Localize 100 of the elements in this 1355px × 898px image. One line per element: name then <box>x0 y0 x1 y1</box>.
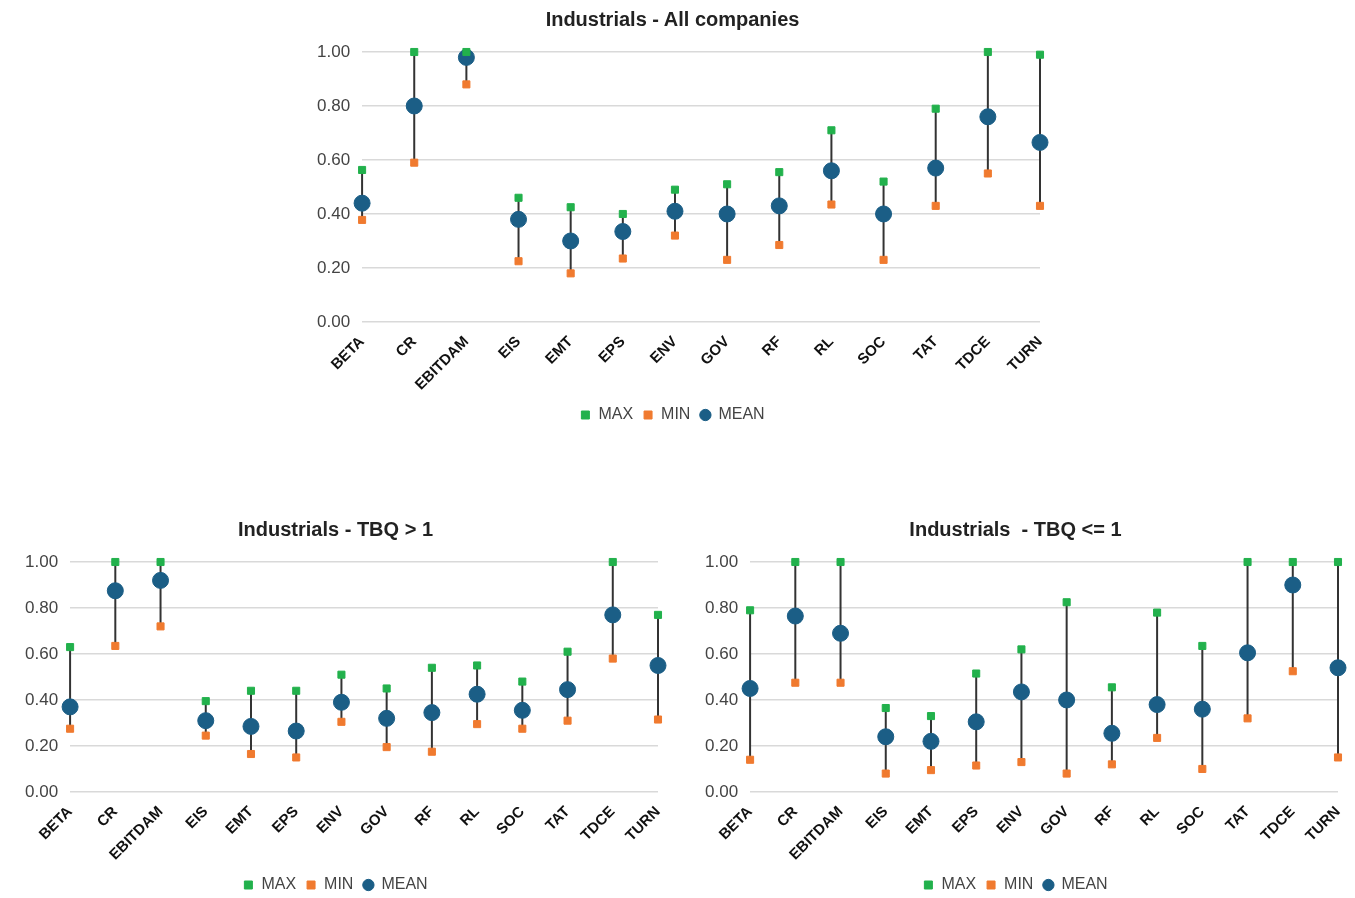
point <box>931 104 940 113</box>
point <box>1012 683 1030 701</box>
point <box>1198 641 1207 650</box>
point <box>653 715 663 724</box>
point <box>827 200 836 209</box>
legend-label: MEAN <box>1061 875 1108 893</box>
point <box>287 722 305 740</box>
point <box>827 126 836 135</box>
x-tick-label: TAT <box>1221 802 1253 834</box>
y-tick-label: 0.00 <box>704 781 739 801</box>
point <box>770 197 788 215</box>
point <box>653 610 663 619</box>
x-tick-label: EIS <box>494 332 524 362</box>
y-tick-label: 0.40 <box>24 689 59 709</box>
point <box>1333 753 1343 762</box>
point <box>972 669 981 678</box>
point <box>1062 598 1071 607</box>
point <box>718 205 736 223</box>
point <box>66 643 75 652</box>
point <box>410 47 419 57</box>
point <box>152 571 170 589</box>
point <box>1035 50 1045 59</box>
point <box>423 704 441 722</box>
point <box>1148 696 1166 714</box>
legend-label: MIN <box>324 875 354 893</box>
point <box>1058 691 1076 709</box>
point <box>156 557 165 567</box>
y-tick-label: 0.80 <box>704 597 739 617</box>
point <box>566 203 575 212</box>
point <box>514 257 523 266</box>
point <box>518 724 527 733</box>
legend-label: MAX <box>941 875 977 893</box>
point <box>1107 683 1116 692</box>
point <box>1035 201 1045 210</box>
y-tick-label: 1.00 <box>704 551 739 571</box>
legend-label: MAX <box>261 875 297 893</box>
x-tick-label: RF <box>410 802 437 829</box>
point <box>1239 644 1257 662</box>
point <box>604 606 622 624</box>
point <box>983 169 992 178</box>
legend-label: MIN <box>1004 875 1034 893</box>
point <box>723 180 732 189</box>
point <box>877 728 895 746</box>
point <box>514 193 523 202</box>
legend-label: MEAN <box>381 875 428 893</box>
point <box>242 717 260 735</box>
point <box>427 663 436 672</box>
y-tick-label: 0.60 <box>316 149 351 169</box>
point <box>879 177 888 186</box>
y-tick-label: 0.60 <box>704 643 739 663</box>
point <box>786 607 804 625</box>
point <box>927 159 945 177</box>
point <box>791 557 800 567</box>
x-tick-label: RL <box>455 802 483 829</box>
point <box>723 255 732 264</box>
point <box>201 697 210 706</box>
point <box>1153 608 1162 617</box>
point <box>332 693 350 711</box>
point <box>246 749 256 759</box>
point <box>1153 733 1162 742</box>
point <box>510 210 528 228</box>
y-tick-label: 0.60 <box>24 643 59 663</box>
point <box>836 557 845 567</box>
point <box>1333 557 1343 567</box>
x-tick-label: RL <box>810 332 837 359</box>
point <box>926 712 936 721</box>
legend-label: MIN <box>661 405 691 423</box>
x-tick-label: EIS <box>181 802 211 832</box>
point <box>566 269 575 278</box>
y-tick-label: 0.20 <box>704 735 739 755</box>
y-tick-label: 0.20 <box>24 735 59 755</box>
point <box>563 716 572 725</box>
point <box>156 622 165 631</box>
point <box>111 557 120 567</box>
point <box>775 168 784 177</box>
point <box>881 769 890 778</box>
legend-label: MEAN <box>718 405 765 423</box>
point <box>608 654 617 663</box>
point <box>967 713 985 731</box>
point <box>562 232 580 250</box>
point <box>382 743 391 752</box>
chart-title: Industrials - TBQ > 1 <box>237 517 434 540</box>
y-tick-label: 0.00 <box>24 781 59 801</box>
point <box>473 661 482 670</box>
point <box>337 717 346 726</box>
y-tick-label: 1.00 <box>316 41 351 61</box>
point <box>246 686 256 695</box>
y-tick-label: 0.80 <box>316 95 351 115</box>
point <box>879 255 888 264</box>
point <box>1243 557 1252 567</box>
point <box>405 97 423 115</box>
point <box>881 703 890 713</box>
point <box>822 162 840 180</box>
point <box>670 185 680 194</box>
chart-title: Industrials - TBQ <= 1 <box>909 517 1122 540</box>
x-tick-label: RF <box>1090 802 1117 829</box>
point <box>1062 769 1071 778</box>
point <box>378 709 396 727</box>
x-tick-label: EIS <box>861 802 891 832</box>
point <box>410 158 419 167</box>
